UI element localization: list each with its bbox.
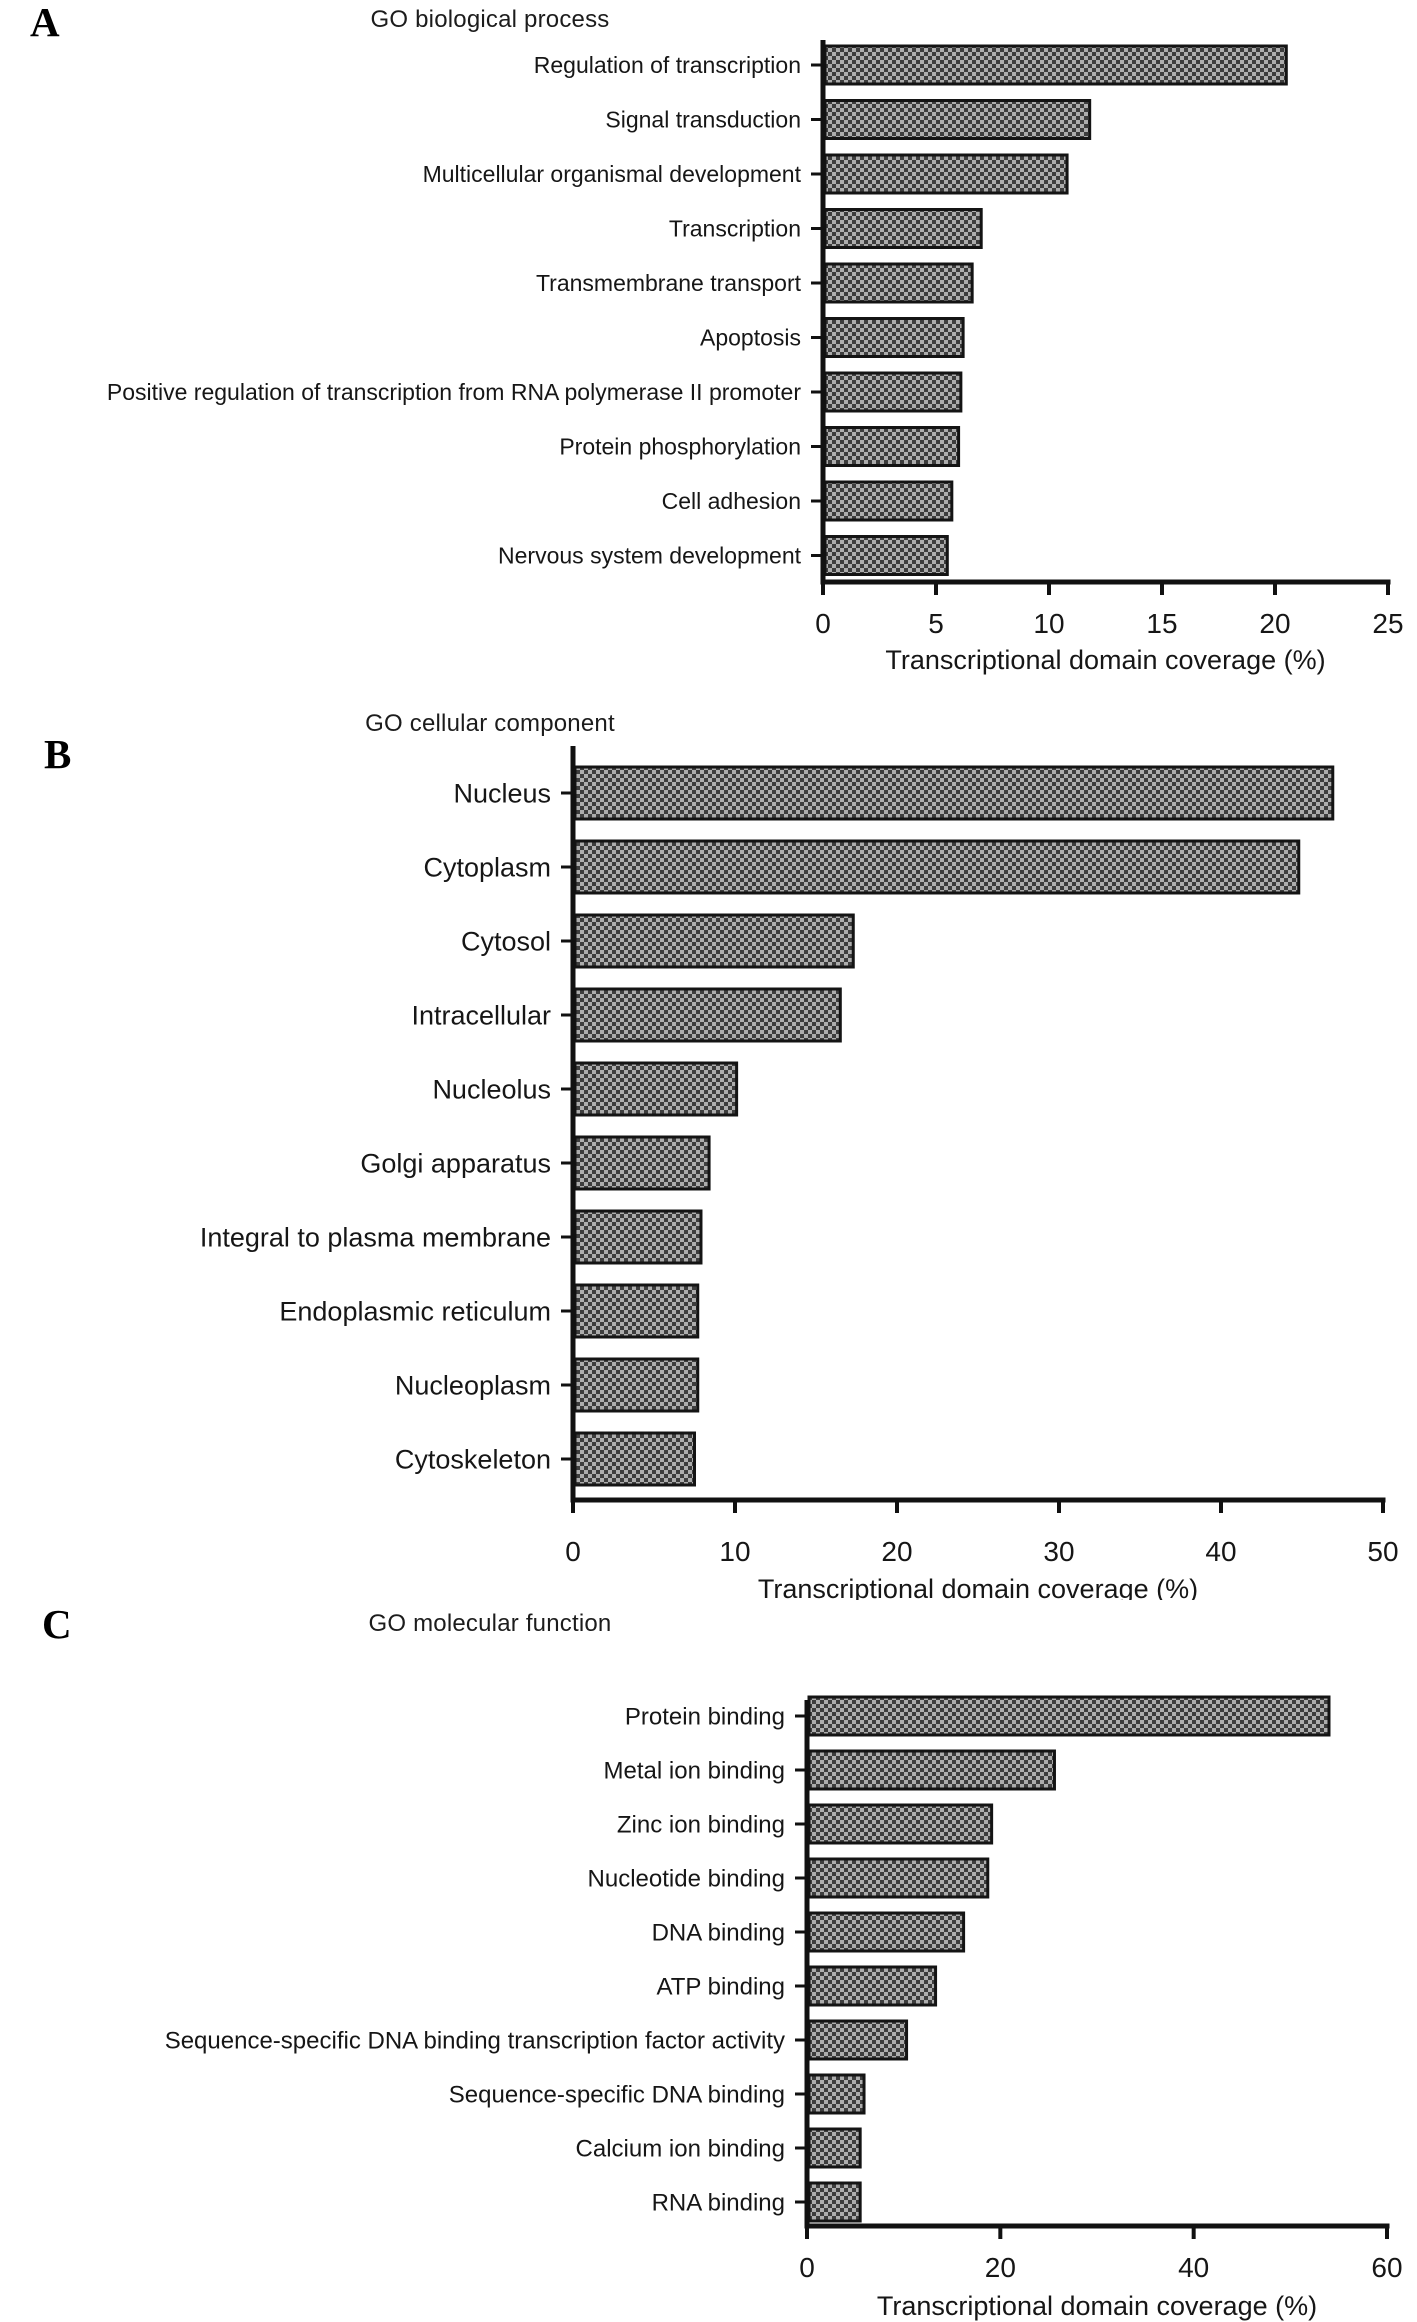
category-label: Multicellular organismal development [423, 161, 802, 187]
category-label: Cytoskeleton [395, 1444, 551, 1474]
category-label: ATP binding [656, 1973, 785, 2000]
bar [573, 1135, 711, 1191]
x-axis-title: Transcriptional domain coverage (%) [758, 1574, 1198, 1600]
bar [573, 1431, 696, 1487]
bar [823, 426, 961, 467]
category-label: Protein binding [625, 1703, 785, 1730]
x-tick-label: 20 [985, 2252, 1016, 2283]
panel-c-title: GO molecular function [368, 1610, 612, 1637]
category-label: Golgi apparatus [360, 1148, 551, 1178]
category-label: Transmembrane transport [536, 270, 802, 296]
category-label: DNA binding [652, 1919, 785, 1946]
bar [807, 1911, 966, 1953]
bar [823, 371, 963, 413]
bar [573, 839, 1301, 895]
x-tick-label: 0 [565, 1536, 581, 1567]
panel-c-letter: C [42, 1601, 72, 1647]
bar [807, 1749, 1056, 1791]
bar [823, 535, 949, 576]
bar [823, 99, 1092, 140]
x-tick-label: 0 [799, 2252, 815, 2283]
bar [807, 2181, 862, 2223]
bar [573, 987, 842, 1043]
category-label: Regulation of transcription [534, 52, 801, 78]
x-tick-label: 40 [1205, 1536, 1236, 1567]
bar [823, 262, 974, 304]
category-label: Apoptosis [700, 325, 801, 351]
category-label: Nucleus [453, 778, 551, 808]
category-label: Protein phosphorylation [559, 434, 801, 460]
bar [573, 1209, 703, 1265]
bar [823, 44, 1288, 86]
bar [573, 1357, 700, 1413]
x-tick-label: 60 [1371, 2252, 1402, 2283]
bar [823, 153, 1069, 195]
category-label: Nucleotide binding [588, 1865, 785, 1892]
bar [807, 1695, 1331, 1737]
category-label: Zinc ion binding [617, 1811, 785, 1838]
category-label: Endoplasmic reticulum [279, 1296, 551, 1326]
category-label: Nucleoplasm [395, 1370, 551, 1400]
bar [807, 2019, 909, 2061]
bar [823, 317, 965, 358]
category-label: RNA binding [652, 2189, 785, 2216]
x-tick-label: 0 [815, 608, 831, 639]
bar [807, 2127, 862, 2169]
x-tick-label: 25 [1372, 608, 1403, 639]
bar [573, 1283, 700, 1339]
panel-a: A GO biological process Regulation of tr… [0, 0, 1417, 690]
x-tick-label: 40 [1178, 2252, 1209, 2283]
category-label: Sequence-specific DNA binding [449, 2081, 785, 2108]
bar [807, 1857, 990, 1899]
category-label: Metal ion binding [604, 1757, 785, 1784]
bar [807, 1803, 994, 1845]
x-axis-title: Transcriptional domain coverage (%) [877, 2291, 1317, 2321]
bar [573, 1061, 739, 1117]
category-label: Cell adhesion [662, 488, 801, 514]
panel-a-chart: Regulation of transcription Signal transd… [107, 40, 1404, 675]
category-label: Intracellular [411, 1000, 551, 1030]
x-tick-label: 5 [928, 608, 944, 639]
bar [823, 208, 983, 249]
panel-b: B GO cellular component Nucleus Cytoplasm… [0, 690, 1417, 1600]
x-tick-label: 10 [719, 1536, 750, 1567]
x-tick-label: 20 [1259, 608, 1290, 639]
bar [823, 480, 954, 522]
bar [807, 2073, 866, 2115]
panel-c-chart: Protein binding Metal ion binding Zinc ion… [165, 1695, 1403, 2321]
x-axis-title: Transcriptional domain coverage (%) [885, 645, 1325, 675]
bar [573, 913, 855, 969]
category-label: Transcription [669, 216, 801, 242]
panel-a-letter: A [30, 0, 60, 45]
panel-b-title: GO cellular component [365, 710, 615, 737]
panel-b-letter: B [44, 731, 72, 777]
category-label: Cytoplasm [423, 852, 551, 882]
panel-a-title: GO biological process [370, 6, 610, 33]
category-label: Integral to plasma membrane [200, 1222, 551, 1252]
panel-b-chart: Nucleus Cytoplasm Cytosol Intracellular Nucl… [200, 746, 1399, 1600]
category-label: Nervous system development [498, 543, 802, 569]
x-tick-label: 50 [1367, 1536, 1398, 1567]
category-label: Signal transduction [605, 107, 801, 133]
category-label: Positive regulation of transcription fro… [107, 379, 801, 405]
category-label: Nucleolus [432, 1074, 551, 1104]
x-tick-label: 30 [1043, 1536, 1074, 1567]
category-label: Cytosol [461, 926, 551, 956]
x-tick-label: 20 [881, 1536, 912, 1567]
panel-c: C GO molecular function Protein binding M… [0, 1600, 1417, 2322]
bar [573, 765, 1335, 821]
x-tick-label: 15 [1146, 608, 1177, 639]
bar [807, 1965, 938, 2007]
category-label: Sequence-specific DNA binding transcript… [165, 2027, 785, 2054]
category-label: Calcium ion binding [576, 2135, 785, 2162]
x-tick-label: 10 [1033, 608, 1064, 639]
